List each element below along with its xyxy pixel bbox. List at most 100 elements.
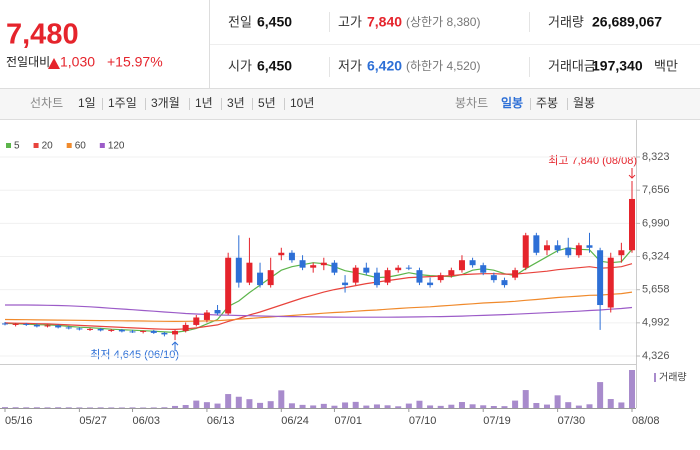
stat-label: 전일 (228, 14, 252, 29)
volume-bar (140, 407, 147, 408)
candle-body (299, 260, 306, 268)
candle-body (395, 267, 402, 271)
volume-bar (352, 401, 359, 408)
volume-bar (586, 404, 593, 408)
x-tick-label: 07/01 (334, 415, 362, 427)
volume-bar (203, 402, 210, 408)
volume-bar (543, 404, 550, 408)
volume-bar (44, 407, 51, 408)
volume-bar (373, 404, 380, 408)
period-tab[interactable]: 1일 (78, 96, 96, 110)
candle-body (331, 262, 338, 273)
volume-bar (182, 405, 189, 408)
candle-body (225, 257, 232, 314)
period-tab[interactable]: 3년 (227, 96, 245, 110)
period-tab[interactable]: 1년 (195, 96, 213, 110)
x-tick-label: 08/08 (632, 415, 660, 427)
legend-label: 120 (108, 141, 125, 152)
candle-body (310, 265, 317, 268)
volume-bar (97, 407, 104, 408)
legend-swatch (33, 143, 39, 148)
candle-body (108, 329, 115, 331)
volume-bar (267, 401, 274, 408)
candle-body (607, 257, 614, 308)
volume-bar (129, 407, 136, 408)
candle-body (629, 198, 635, 251)
period-tab[interactable]: 3개월 (151, 96, 180, 110)
volume-bar (405, 403, 412, 408)
stat-value: 6,450 (257, 58, 292, 74)
candle-body (501, 280, 508, 286)
stat-label: 거래량 (548, 14, 584, 29)
candle-body (597, 250, 604, 306)
volume-bar (55, 407, 62, 408)
volume-bar (33, 407, 40, 408)
volume-bar (65, 407, 72, 408)
ma-line (4, 247, 633, 334)
period-tab[interactable]: 1주일 (108, 96, 137, 110)
y-tick-label: 4,992 (642, 317, 670, 329)
candle-body (203, 312, 210, 320)
candle-body (246, 262, 253, 283)
volume-bar (235, 396, 242, 408)
candle-body (458, 260, 465, 271)
volume-bar (363, 405, 370, 408)
x-tick-label: 06/03 (133, 415, 161, 427)
volume-bar (427, 405, 434, 408)
volume-bar (76, 407, 83, 408)
candle-body (533, 235, 540, 253)
volume-bar (331, 405, 338, 408)
candle-body (44, 325, 51, 327)
period-tab[interactable]: 월봉 (573, 96, 595, 110)
stat-label: 저가 (338, 58, 362, 73)
stat-label: 시가 (228, 58, 252, 73)
volume-bar (320, 403, 327, 408)
candle-body (373, 272, 380, 286)
x-tick-label: 05/16 (5, 415, 33, 427)
period-tab[interactable]: 주봉 (536, 96, 558, 110)
volume-bar (299, 404, 306, 408)
ma-line (4, 263, 633, 331)
legend-swatch (99, 143, 105, 148)
volume-bar (118, 407, 125, 408)
volume-bar (501, 406, 508, 408)
candle-body (172, 330, 179, 335)
candle-body (214, 309, 221, 314)
stat-note: (상한가 8,380) (406, 15, 480, 29)
candle-body (140, 330, 147, 332)
legend-swatch (6, 143, 11, 148)
ma-line (5, 304, 633, 318)
volume-bar (458, 402, 465, 408)
candle-body (129, 331, 136, 333)
volume-bar (161, 407, 168, 408)
stat-value: 6,420 (367, 58, 402, 74)
volume-bar (278, 390, 285, 408)
period-tab[interactable]: 일봉 (501, 96, 523, 110)
volume-bar (108, 407, 115, 408)
volume-bar (416, 400, 423, 408)
volume-bar (214, 403, 221, 408)
x-tick-label: 06/13 (207, 415, 235, 427)
period-tab[interactable]: 10년 (290, 96, 314, 110)
tab-group-label: 봉차트 (455, 96, 488, 110)
stat-value: 6,450 (257, 14, 292, 30)
volume-bar (342, 402, 349, 408)
volume-bar (437, 405, 444, 408)
volume-bar (87, 407, 94, 408)
volume-bar (23, 407, 30, 408)
candle-body (23, 323, 30, 325)
period-tab[interactable]: 5년 (258, 96, 276, 110)
candle-body (490, 275, 497, 281)
stat-label: 고가 (338, 14, 362, 29)
change-rate: +15.97% (107, 54, 163, 70)
candle-body (342, 282, 349, 286)
y-tick-label: 6,324 (642, 250, 670, 262)
candle-body (480, 265, 487, 273)
legend-label: 20 (42, 141, 54, 152)
candle-body (543, 245, 550, 251)
stat-label: 거래대금 (548, 58, 596, 73)
candle-body (182, 324, 189, 331)
candle-body (352, 267, 359, 283)
x-tick-label: 07/10 (409, 415, 437, 427)
